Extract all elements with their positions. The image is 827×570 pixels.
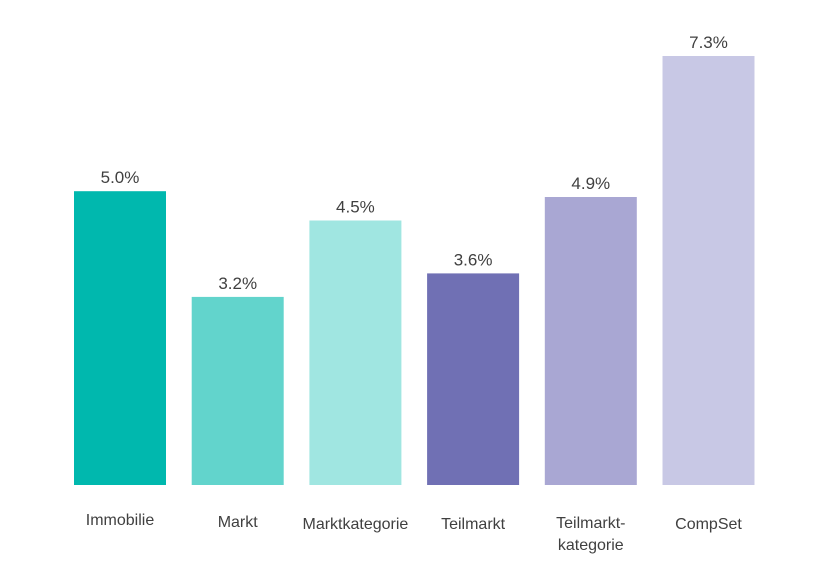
category-label-3: Marktkategorie [302, 516, 408, 533]
category-label-4: Teilmarkt [441, 516, 506, 533]
category-label-line: Teilmarkt [441, 516, 506, 533]
category-label-line: CompSet [675, 516, 742, 533]
value-label-4: 3.6% [454, 250, 493, 269]
bar-1 [74, 191, 166, 485]
category-label-line: Marktkategorie [302, 516, 408, 533]
bar-6 [662, 56, 755, 485]
category-labels-group: Immobilie Markt Marktkategorie Teilmarkt Tei… [86, 512, 743, 554]
value-label-2: 3.2% [218, 274, 257, 293]
value-labels-group: 5.0% 3.2% 4.5% 3.6% 4.9% 7.3% [101, 33, 728, 293]
value-label-5: 4.9% [571, 174, 610, 193]
category-label-1: Immobilie [86, 512, 155, 529]
bar-2 [191, 296, 284, 485]
value-label-3: 4.5% [336, 198, 375, 217]
bar-3 [309, 220, 402, 485]
value-label-6: 7.3% [689, 33, 728, 52]
category-label-5: Teilmarkt-kategorie [556, 515, 625, 554]
category-label-line: Teilmarkt- [556, 515, 625, 532]
category-label-line: kategorie [558, 537, 624, 554]
value-label-1: 5.0% [101, 168, 140, 187]
category-label-2: Markt [218, 514, 259, 531]
category-label-6: CompSet [675, 516, 742, 533]
category-label-line: Immobilie [86, 512, 155, 529]
bar-4 [427, 273, 520, 485]
bars-group [74, 56, 755, 485]
category-label-line: Markt [218, 514, 259, 531]
bar-5 [544, 197, 637, 485]
